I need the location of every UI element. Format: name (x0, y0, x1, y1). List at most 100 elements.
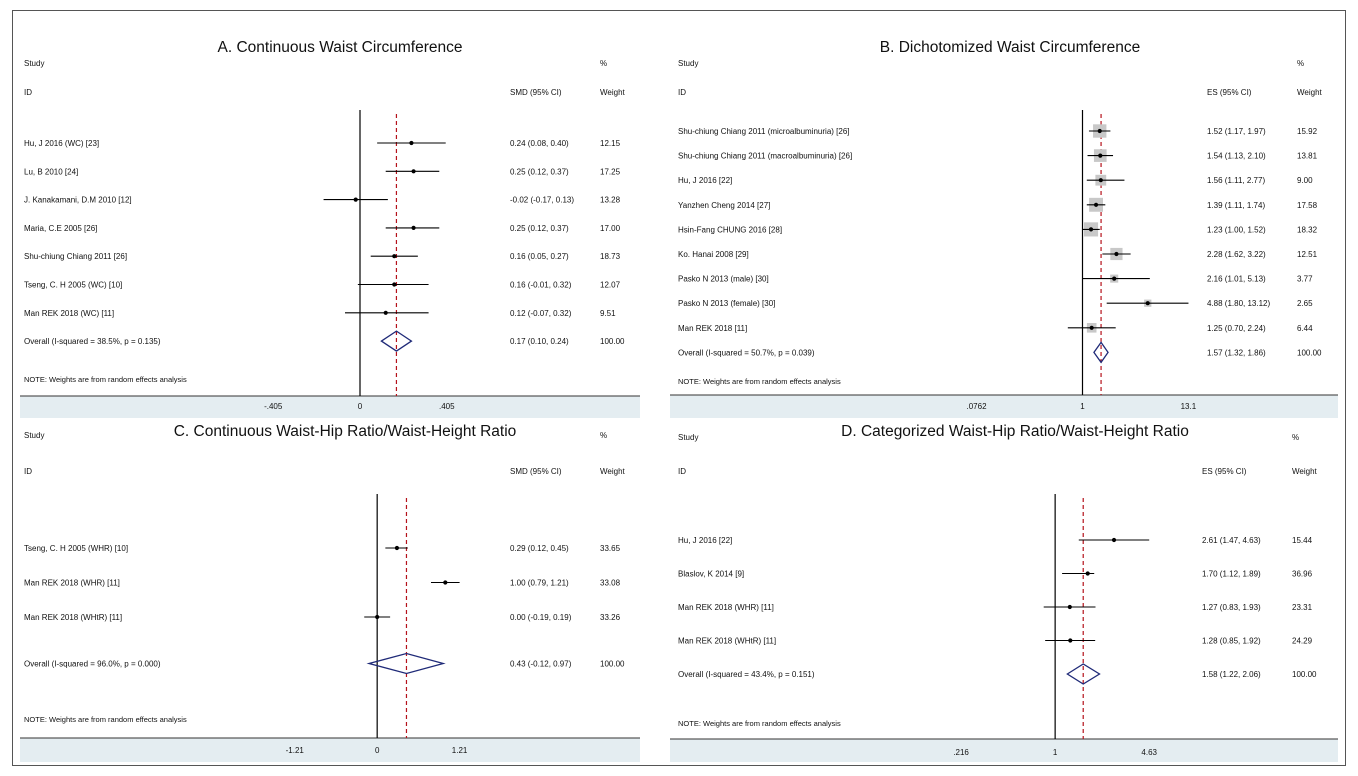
header-pct: % (1297, 59, 1304, 68)
point-estimate (1098, 178, 1103, 183)
point-estimate (1098, 153, 1103, 158)
header-study: Study (24, 59, 44, 68)
effect-ci-text: 2.61 (1.47, 4.63) (1202, 536, 1261, 545)
study-label: Ko. Hanai 2008 [29] (678, 250, 749, 259)
x-tick-label: 1 (1080, 402, 1085, 411)
x-tick-label: -1.21 (286, 746, 305, 755)
point-estimate (1068, 638, 1073, 643)
weight-text: 13.28 (600, 196, 621, 205)
effect-ci-text: 2.16 (1.01, 5.13) (1207, 275, 1266, 284)
axis-band (670, 739, 1338, 762)
effect-ci-text: 1.56 (1.11, 2.77) (1207, 176, 1265, 185)
effect-ci-text: 0.24 (0.08, 0.40) (510, 139, 569, 148)
header-id: ID (24, 88, 32, 97)
weight-text: 33.65 (600, 544, 621, 553)
point-estimate (411, 225, 416, 230)
weight-text: 33.08 (600, 579, 621, 588)
header-effect: ES (95% CI) (1207, 88, 1252, 97)
study-label: Shu-chiung Chiang 2011 (microalbuminuria… (678, 127, 850, 136)
study-label: Man REK 2018 (WHR) [11] (678, 603, 774, 612)
point-estimate (1067, 604, 1072, 610)
forest-plot-b: B. Dichotomized Waist Circumference Study… (670, 39, 1338, 418)
x-tick-label: .0762 (967, 402, 988, 411)
forest-plot-a: A. Continuous Waist Circumference Study ID… (20, 39, 640, 418)
figure-frame (12, 10, 1346, 766)
effect-ci-text: 1.28 (0.85, 1.92) (1202, 637, 1261, 646)
forest-plot-c: C. Continuous Waist-Hip Ratio/Waist-Heig… (20, 423, 640, 762)
effect-ci-text: 0.12 (-0.07, 0.32) (510, 309, 572, 318)
axis-band (20, 738, 640, 762)
overall-weight-text: 100.00 (600, 337, 625, 346)
axis-band (20, 396, 640, 418)
point-estimate (1093, 202, 1099, 207)
header-id: ID (678, 88, 686, 97)
study-label: Pasko N 2013 (female) [30] (678, 299, 775, 308)
study-label: J. Kanakamani, D.M 2010 [12] (24, 196, 132, 205)
point-estimate (1097, 128, 1102, 134)
weight-text: 12.51 (1297, 250, 1318, 259)
note-text: NOTE: Weights are from random effects an… (24, 375, 187, 384)
note-text: NOTE: Weights are from random effects an… (678, 377, 841, 386)
note-text: NOTE: Weights are from random effects an… (24, 715, 187, 724)
overall-ci-text: 1.58 (1.22, 2.06) (1202, 670, 1261, 679)
panel-title: A. Continuous Waist Circumference (218, 39, 463, 56)
header-study: Study (24, 431, 44, 440)
study-label: Man REK 2018 (WHtR) [11] (24, 613, 122, 622)
overall-label: Overall (I-squared = 38.5%, p = 0.135) (24, 337, 161, 346)
header-weight: Weight (1292, 467, 1318, 476)
effect-ci-text: 1.00 (0.79, 1.21) (510, 579, 569, 588)
point-estimate (1114, 251, 1119, 257)
overall-diamond (1093, 341, 1109, 364)
x-tick-label: 4.63 (1141, 748, 1157, 757)
overall-diamond (1066, 663, 1101, 685)
effect-ci-text: 0.29 (0.12, 0.45) (510, 544, 569, 553)
study-label: Hu, J 2016 [22] (678, 536, 732, 545)
weight-text: 9.00 (1297, 176, 1313, 185)
effect-ci-text: 0.25 (0.12, 0.37) (510, 224, 569, 233)
point-estimate (1111, 537, 1117, 543)
overall-ci-text: 0.43 (-0.12, 0.97) (510, 660, 572, 669)
study-label: Lu, B 2010 [24] (24, 167, 78, 176)
effect-ci-text: 1.70 (1.12, 1.89) (1202, 570, 1261, 579)
overall-label: Overall (I-squared = 43.4%, p = 0.151) (678, 670, 815, 679)
weight-text: 13.81 (1297, 152, 1318, 161)
point-estimate (1112, 276, 1117, 281)
x-tick-label: 0 (375, 746, 380, 755)
weight-text: 18.32 (1297, 225, 1318, 234)
point-estimate (409, 140, 414, 146)
effect-ci-text: 0.00 (-0.19, 0.19) (510, 613, 572, 622)
study-label: Man REK 2018 [11] (678, 324, 747, 333)
weight-text: 24.29 (1292, 637, 1313, 646)
weight-text: 15.44 (1292, 536, 1313, 545)
overall-diamond (380, 330, 413, 352)
weight-text: 18.73 (600, 252, 621, 261)
weight-text: 6.44 (1297, 324, 1313, 333)
weight-text: 2.65 (1297, 299, 1313, 308)
header-effect: SMD (95% CI) (510, 467, 562, 476)
note-text: NOTE: Weights are from random effects an… (678, 719, 841, 728)
point-estimate (394, 545, 400, 551)
panel-title: D. Categorized Waist-Hip Ratio/Waist-Hei… (841, 423, 1189, 440)
overall-weight-text: 100.00 (1297, 348, 1322, 357)
x-tick-label: 1.21 (452, 746, 468, 755)
effect-ci-text: 1.52 (1.17, 1.97) (1207, 127, 1266, 136)
study-label: Man REK 2018 (WC) [11] (24, 309, 114, 318)
study-label: Hsin-Fang CHUNG 2016 [28] (678, 225, 782, 234)
point-estimate (353, 197, 358, 202)
axis-band (670, 395, 1338, 418)
panel-title: B. Dichotomized Waist Circumference (880, 39, 1140, 56)
weight-text: 17.25 (600, 167, 621, 176)
effect-ci-text: 4.88 (1.80, 13.12) (1207, 299, 1270, 308)
point-estimate (1145, 301, 1150, 306)
point-estimate (411, 169, 416, 174)
study-label: Tseng, C. H 2005 (WC) [10] (24, 281, 122, 290)
weight-text: 17.00 (600, 224, 621, 233)
effect-ci-text: 2.28 (1.62, 3.22) (1207, 250, 1266, 259)
effect-ci-text: 1.23 (1.00, 1.52) (1207, 225, 1266, 234)
header-weight: Weight (600, 467, 626, 476)
weight-text: 23.31 (1292, 603, 1313, 612)
study-label: Blaslov, K 2014 [9] (678, 570, 744, 579)
weight-text: 17.58 (1297, 201, 1318, 210)
x-tick-label: .216 (953, 748, 969, 757)
weight-text: 36.96 (1292, 570, 1313, 579)
